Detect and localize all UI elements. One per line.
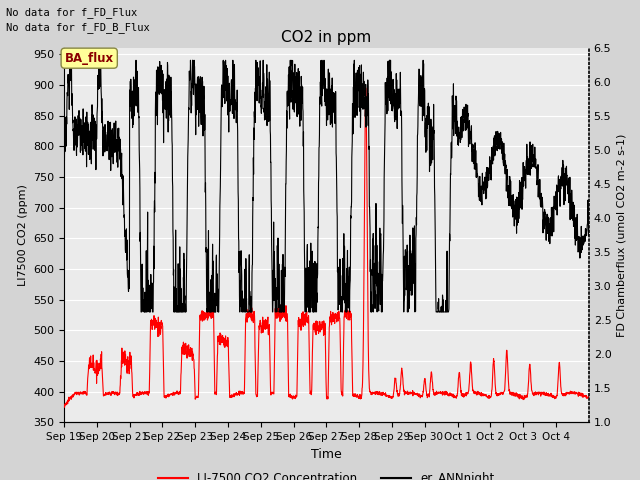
X-axis label: Time: Time [311,448,342,461]
Text: BA_flux: BA_flux [65,52,114,65]
Legend: LI-7500 CO2 Concentration, er_ANNnight: LI-7500 CO2 Concentration, er_ANNnight [154,467,499,480]
Title: CO2 in ppm: CO2 in ppm [281,30,372,46]
Text: No data for f_FD_B_Flux: No data for f_FD_B_Flux [6,22,150,33]
Y-axis label: LI7500 CO2 (ppm): LI7500 CO2 (ppm) [17,184,28,286]
Text: No data for f_FD_Flux: No data for f_FD_Flux [6,7,138,18]
Y-axis label: FD Chamberflux (umol CO2 m-2 s-1): FD Chamberflux (umol CO2 m-2 s-1) [617,133,627,337]
